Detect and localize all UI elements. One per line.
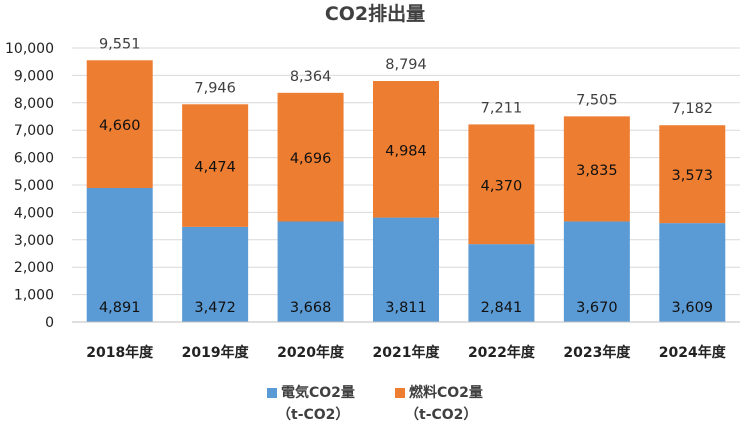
y-tick-label: 6,000 [14, 151, 54, 167]
x-category-label: 2022年度 [468, 344, 536, 361]
y-tick-label: 0 [45, 315, 54, 331]
y-axis: 0 1,000 2,000 3,000 4,000 5,000 6,000 7,000 8,00… [5, 41, 54, 331]
legend-swatch-electric [267, 388, 277, 398]
bar-segment-electric [659, 223, 726, 322]
legend-unit-electric: （t-CO2） [277, 407, 350, 423]
y-tick-label: 4,000 [14, 205, 54, 221]
data-label-electric: 3,668 [290, 300, 332, 316]
bar-segment-electric [277, 221, 344, 322]
legend: 電気CO2量 （t-CO2） 燃料CO2量 （t-CO2） [0, 383, 750, 427]
x-category-label: 2019年度 [182, 344, 250, 361]
data-label-fuel: 3,835 [576, 163, 618, 179]
y-tick-label: 3,000 [14, 233, 54, 249]
bar-segment-electric [563, 221, 630, 322]
y-tick-label: 9,000 [14, 68, 54, 84]
bar-segment-fuel [468, 124, 535, 245]
x-category-label: 2024年度 [659, 344, 727, 361]
bar-segment-fuel [373, 81, 439, 218]
y-tick-label: 2,000 [14, 260, 54, 276]
bar-segment-fuel [86, 60, 153, 188]
data-label-fuel: 3,573 [672, 168, 714, 184]
bar-segment-electric [468, 244, 535, 322]
data-label-electric: 2,841 [481, 300, 523, 316]
bars [86, 60, 726, 322]
data-label-electric: 3,472 [194, 300, 236, 316]
legend-swatch-fuel [395, 388, 405, 398]
bar-segment-electric [373, 217, 439, 322]
x-axis: 2018年度 2019年度 2020年度 2021年度 2022年度 2023年度 2024… [72, 321, 740, 361]
x-category-label: 2021年度 [373, 344, 441, 361]
data-label-fuel: 4,660 [99, 118, 141, 134]
y-tick-label: 1,000 [14, 288, 54, 304]
legend-label-fuel: 燃料CO2量 [409, 385, 483, 401]
data-label-electric: 3,670 [576, 300, 618, 316]
chart-title: CO2排出量 [325, 2, 425, 25]
bar-segment-electric [86, 187, 153, 322]
data-label-fuel: 4,370 [481, 178, 523, 194]
total-label: 8,794 [385, 57, 427, 73]
data-label-electric: 3,609 [672, 300, 714, 316]
total-label: 8,364 [290, 69, 332, 85]
bar-segment-fuel [659, 125, 726, 224]
total-label: 7,182 [672, 101, 714, 117]
legend-label-electric: 電気CO2量 [281, 385, 355, 401]
data-label-fuel: 4,474 [194, 160, 236, 176]
y-tick-label: 10,000 [5, 41, 54, 57]
y-tick-label: 8,000 [14, 96, 54, 112]
y-tick-label: 5,000 [14, 178, 54, 194]
data-label-fuel: 4,696 [290, 151, 332, 167]
bar-segment-electric [182, 226, 249, 322]
y-tick-label: 7,000 [14, 123, 54, 139]
bar-segment-fuel [277, 92, 344, 222]
total-label: 9,551 [99, 36, 141, 52]
data-label-electric: 3,811 [385, 300, 427, 316]
total-label: 7,946 [194, 80, 236, 96]
data-label-fuel: 4,984 [385, 143, 427, 159]
legend-unit-fuel: （t-CO2） [405, 407, 478, 423]
bar-segment-fuel [182, 104, 249, 227]
bar-segment-fuel [563, 116, 630, 222]
data-label-electric: 4,891 [99, 300, 141, 316]
co2-stacked-bar-chart: CO2排出量 0 1,000 2,000 3,000 4,000 5,000 6,000 7,… [5, 2, 740, 361]
total-label: 7,211 [481, 100, 523, 116]
x-category-label: 2018年度 [86, 344, 154, 361]
data-labels: 4,891 4,660 9,551 3,472 4,474 7,946 3,668 4,696… [99, 36, 713, 316]
total-label: 7,505 [576, 92, 618, 108]
x-category-label: 2020年度 [277, 344, 345, 361]
x-category-label: 2023年度 [563, 344, 631, 361]
